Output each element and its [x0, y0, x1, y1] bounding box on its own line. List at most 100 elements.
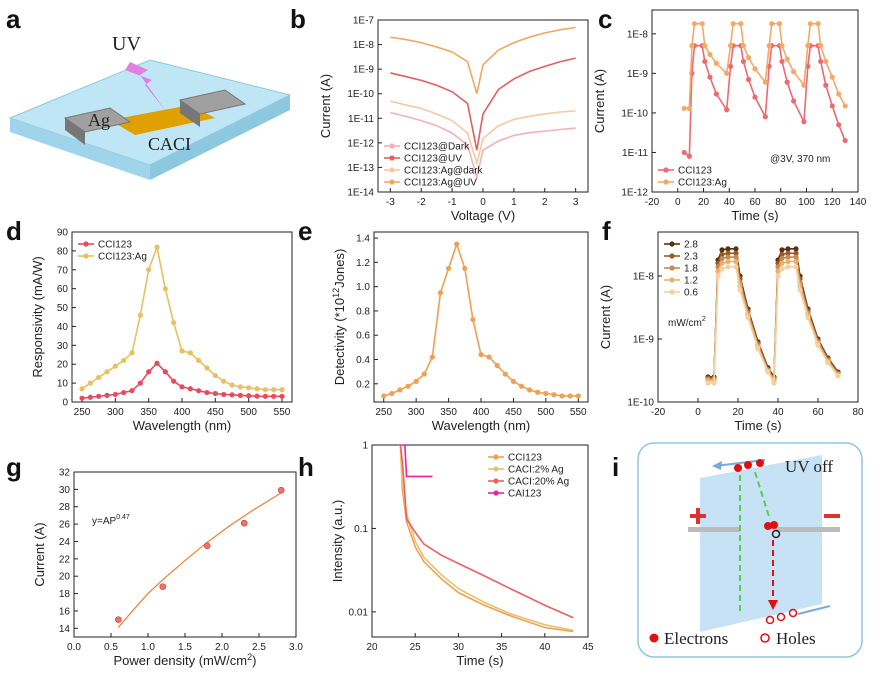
data-point	[785, 264, 791, 270]
y-tick-label: 1E-14	[347, 188, 374, 199]
data-point	[437, 290, 444, 296]
data-point	[766, 43, 772, 49]
x-axis-label: Time (s)	[456, 653, 503, 668]
data-point	[779, 58, 785, 65]
data-point	[146, 369, 152, 375]
data-point	[413, 378, 419, 384]
data-point	[171, 378, 177, 384]
x-axis-label: Time (s)	[734, 418, 781, 433]
x-tick-label: 140	[850, 197, 867, 208]
data-point	[785, 250, 791, 256]
panel-label: a	[6, 4, 21, 34]
arrowhead	[768, 600, 778, 610]
superscript: 0.47	[116, 514, 130, 521]
legend-label: CCI123	[98, 240, 132, 251]
x-axis-label: Wavelength (nm)	[133, 418, 232, 433]
y-tick-label: 22	[59, 554, 71, 565]
data-point	[755, 346, 761, 352]
legend-marker	[83, 241, 89, 247]
data-point	[737, 287, 743, 293]
electrode-side	[65, 118, 85, 145]
data-point	[727, 43, 734, 49]
data-point	[745, 76, 752, 83]
legend-label: 0.6	[684, 288, 698, 299]
hole	[771, 529, 781, 539]
legend-marker	[389, 155, 395, 161]
x-axis-label: Wavelength (nm)	[432, 418, 531, 433]
data-point	[733, 246, 739, 252]
data-point	[112, 363, 118, 369]
data-point	[707, 74, 713, 80]
legend-label: CCI123:Ag	[98, 252, 147, 263]
y-tick-label: 14	[59, 624, 71, 635]
data-point	[738, 21, 744, 27]
series-line	[383, 241, 579, 397]
data-point	[137, 312, 143, 318]
data-point	[725, 264, 731, 270]
data-point	[262, 393, 268, 399]
annotation: mW/cm2	[668, 316, 706, 329]
plot-frame	[371, 444, 589, 638]
text-part: )	[252, 653, 256, 668]
x-tick-label: 40	[539, 642, 551, 653]
data-point	[818, 43, 824, 49]
data-point	[79, 386, 85, 392]
y-tick-label: 0.1	[354, 524, 368, 535]
data-point	[279, 387, 285, 393]
data-point	[785, 246, 791, 252]
x-tick-label: 0	[695, 407, 701, 418]
data-point	[752, 94, 758, 100]
legend-label: CCI123:Ag@UV	[404, 178, 477, 189]
data-point	[793, 258, 799, 265]
data-point	[719, 266, 725, 272]
y-tick-label: 1E-10	[627, 398, 654, 409]
legend-marker	[669, 253, 675, 259]
data-point	[551, 392, 557, 398]
x-tick-label: 45	[582, 642, 594, 653]
data-point	[719, 260, 725, 266]
data-point	[510, 378, 517, 384]
data-point	[691, 21, 698, 27]
data-point	[769, 21, 775, 27]
data-point	[159, 583, 167, 590]
data-point	[818, 58, 824, 65]
data-point	[807, 21, 813, 27]
data-point	[87, 380, 93, 386]
x-tick-label: -20	[651, 407, 666, 418]
data-point	[279, 393, 285, 399]
data-point	[779, 260, 785, 266]
y-tick-label: 0.8	[356, 306, 370, 317]
layer-label: CACI	[148, 134, 191, 154]
x-tick-label: 550	[570, 407, 587, 418]
data-point	[719, 255, 725, 262]
x-tick-label: 3.0	[289, 642, 303, 653]
y-tick-label: 0	[62, 398, 68, 409]
data-point	[575, 393, 581, 399]
data-point	[752, 66, 758, 72]
data-point	[518, 383, 525, 389]
data-point	[771, 380, 777, 386]
data-point	[212, 390, 218, 397]
data-point	[779, 43, 785, 49]
x-tick-label: 400	[174, 407, 191, 418]
data-point	[129, 388, 135, 394]
data-point	[196, 357, 202, 364]
data-point	[733, 254, 739, 260]
uv-bolt	[125, 62, 165, 110]
legend-marker	[389, 167, 395, 173]
data-point	[727, 63, 734, 69]
data-point	[725, 250, 731, 256]
y-tick-label: 30	[59, 485, 71, 496]
panel-label: h	[298, 452, 314, 482]
y-tick-label: 20	[57, 360, 69, 371]
data-point	[719, 247, 725, 253]
device-diagram: UV Ag CACI a	[6, 4, 292, 180]
y-tick-label: 20	[59, 572, 71, 583]
text-part: Power density (mW/cm	[113, 653, 247, 668]
data-point	[277, 486, 285, 494]
y-tick-label: 1.4	[356, 234, 370, 245]
data-point	[543, 390, 549, 397]
y-tick-label: 90	[57, 228, 69, 239]
data-point	[121, 357, 127, 364]
